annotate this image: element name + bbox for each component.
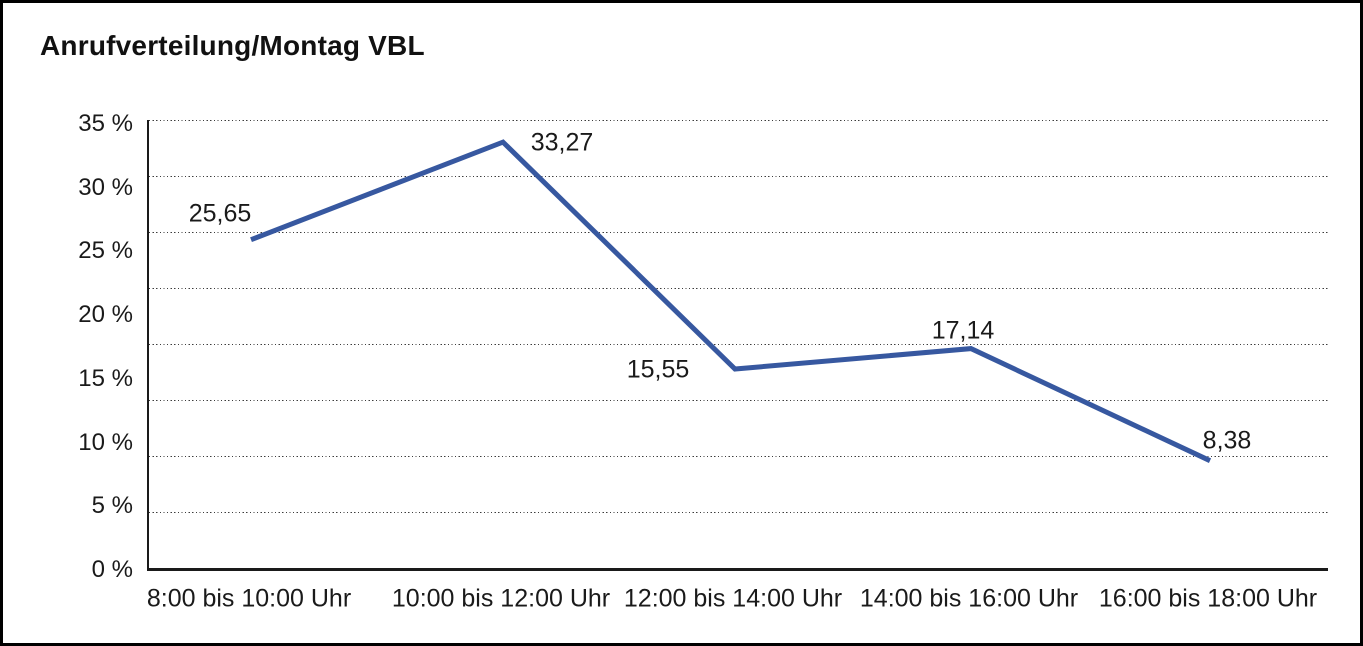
data-label: 25,65 bbox=[188, 199, 252, 228]
y-tick-label: 10 % bbox=[78, 428, 133, 456]
y-tick-label: 15 % bbox=[78, 364, 133, 392]
data-label: 8,38 bbox=[1202, 426, 1252, 455]
gridline bbox=[149, 512, 1328, 513]
gridline bbox=[149, 232, 1328, 233]
x-tick-label: 12:00 bis 14:00 Uhr bbox=[623, 584, 843, 613]
gridline bbox=[149, 120, 1328, 121]
series-line-svg bbox=[250, 139, 1212, 463]
data-label: 15,55 bbox=[626, 355, 690, 384]
y-tick-label: 5 % bbox=[91, 492, 133, 520]
chart-title: Anrufverteilung/Montag VBL bbox=[40, 30, 425, 61]
y-tick-label: 20 % bbox=[78, 301, 133, 329]
data-label: 33,27 bbox=[530, 128, 594, 157]
plot-area: 25,65 33,27 15,55 17,14 8,38 bbox=[147, 120, 1328, 571]
gridline bbox=[149, 344, 1328, 345]
gridline bbox=[149, 176, 1328, 177]
data-label: 17,14 bbox=[931, 316, 995, 345]
gridline bbox=[149, 288, 1328, 289]
x-tick-label: 16:00 bis 18:00 Uhr bbox=[1098, 584, 1318, 613]
y-tick-label: 25 % bbox=[78, 237, 133, 265]
x-tick-label: 10:00 bis 12:00 Uhr bbox=[391, 584, 611, 613]
x-tick-label: 8:00 bis 10:00 Uhr bbox=[146, 584, 352, 613]
y-tick-label: 30 % bbox=[78, 173, 133, 201]
gridline bbox=[149, 456, 1328, 457]
x-tick-label: 14:00 bis 16:00 Uhr bbox=[859, 584, 1079, 613]
gridline bbox=[149, 400, 1328, 401]
y-tick-label: 0 % bbox=[91, 556, 133, 583]
series-line bbox=[250, 139, 1212, 463]
y-tick-label: 35 % bbox=[78, 110, 133, 137]
